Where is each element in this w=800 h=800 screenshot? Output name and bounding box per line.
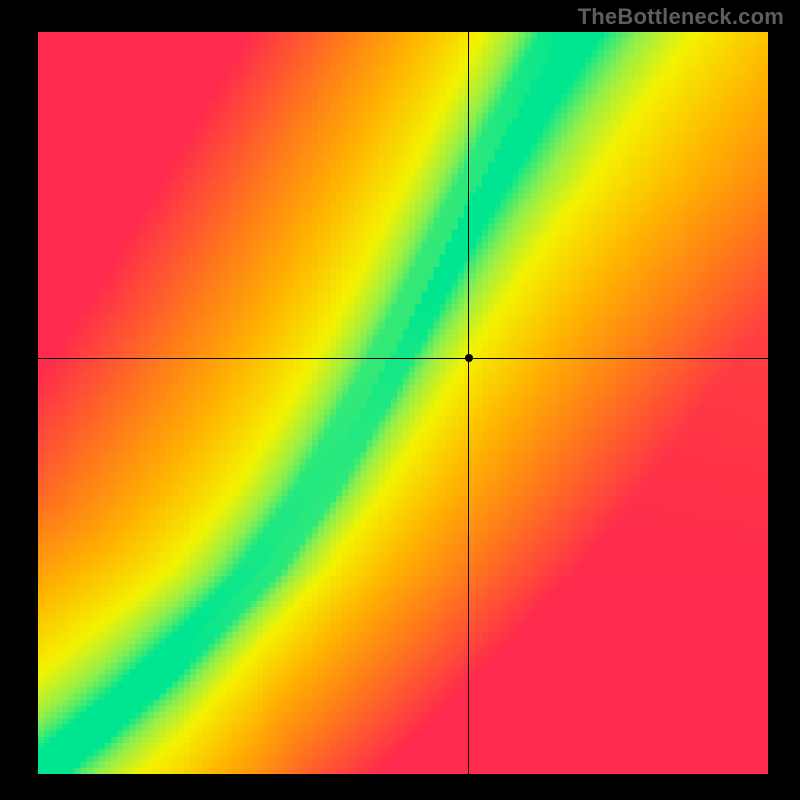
- chart-container: TheBottleneck.com: [0, 0, 800, 800]
- crosshair-horizontal: [38, 358, 768, 359]
- watermark-text: TheBottleneck.com: [578, 4, 784, 30]
- heatmap-canvas: [38, 32, 768, 774]
- crosshair-vertical: [468, 32, 469, 774]
- heatmap-plot-area: [38, 32, 768, 774]
